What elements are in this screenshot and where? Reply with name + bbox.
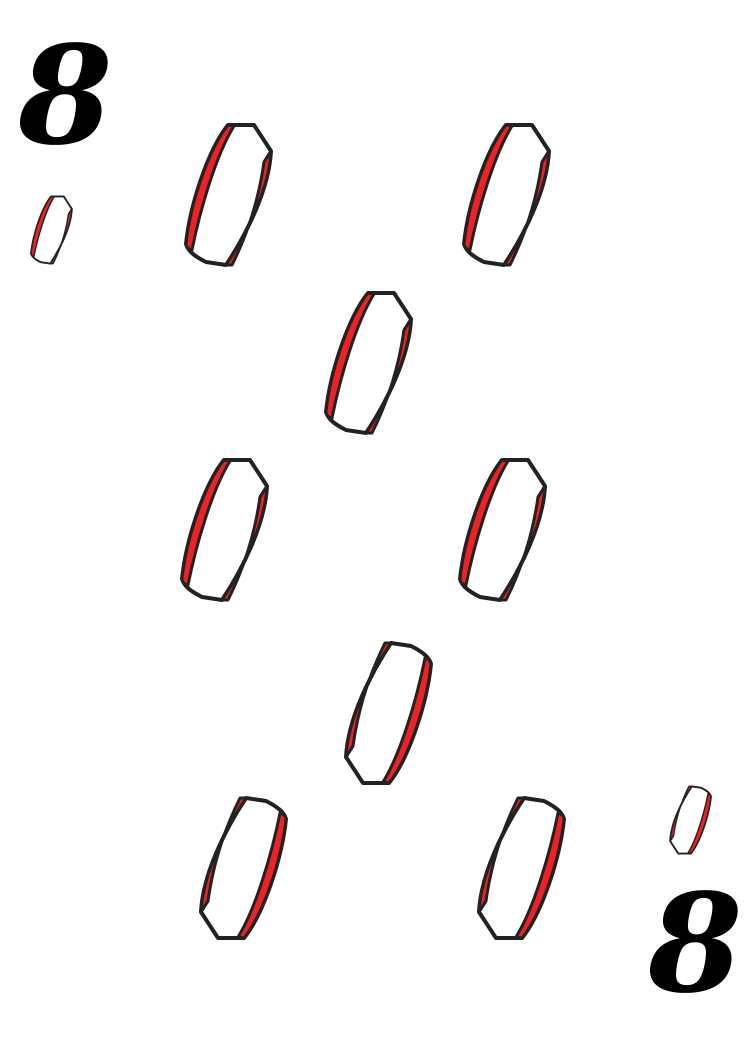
rank-index-bottom: 8 (648, 864, 743, 1024)
rank-index-top: 8 (18, 16, 113, 176)
pip-2 (462, 123, 551, 267)
pip-4 (180, 458, 269, 602)
pip-7 (199, 796, 288, 940)
pip-3 (324, 291, 413, 435)
corner-pip-top (30, 195, 73, 265)
pip-8 (477, 796, 566, 940)
pip-5 (458, 458, 547, 602)
pip-6 (344, 641, 433, 785)
corner-pip-bottom (669, 785, 712, 855)
pip-1 (184, 123, 273, 267)
